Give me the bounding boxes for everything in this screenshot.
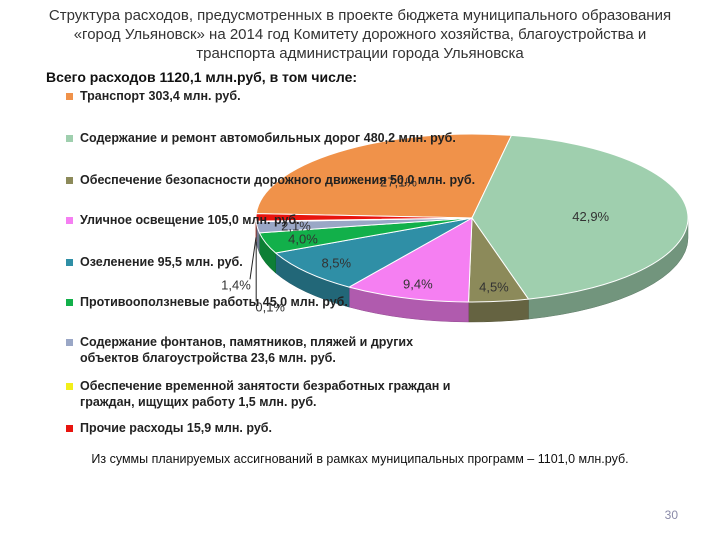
pie-slice-label: 4,5% [479, 279, 509, 294]
label-leader-line [249, 237, 257, 280]
legend-item: Противооползневые работы 45,0 млн. руб. [66, 294, 348, 310]
total-expenses-subtitle: Всего расходов 1120,1 млн.руб, в том чис… [46, 69, 358, 85]
legend-label: Транспорт 303,4 млн. руб. [80, 89, 241, 103]
legend-item: Обеспечение безопасности дорожного движе… [66, 172, 475, 188]
legend-swatch [66, 135, 73, 142]
pie-slice [255, 133, 513, 219]
pie-slice-label: 2,1% [281, 219, 311, 234]
pie-slice-label: 27,1% [380, 175, 417, 190]
legend-label: Уличное освещение 105,0 млн. руб. [80, 213, 300, 227]
pie-slice-side [468, 298, 529, 323]
page-number: 30 [664, 508, 678, 522]
pie-slice [347, 217, 473, 303]
legend-item: Транспорт 303,4 млн. руб. [66, 88, 241, 104]
title-line: транспорта администрации города Ульяновс… [196, 45, 524, 62]
legend-label: Обеспечение временной занятости безработ… [80, 379, 451, 409]
pie-slice-label: 42,9% [572, 209, 609, 224]
legend-label: Содержание и ремонт автомобильных дорог … [80, 131, 456, 145]
legend-item: Озеленение 95,5 млн. руб. [66, 254, 243, 270]
legend-item: Прочие расходы 15,9 млн. руб. [66, 420, 272, 436]
pie-slice [255, 213, 473, 222]
legend-swatch [66, 383, 73, 390]
pie-slice-label: 1,4% [221, 277, 251, 292]
legend-item: Обеспечение временной занятости безработ… [66, 378, 466, 410]
legend-swatch [66, 93, 73, 100]
pie-labels: 27,1% 42,9% 4,5% 9,4% 8,5%4,0%2,1% 0,1% 1,4% [221, 175, 609, 315]
pie-slice [471, 134, 689, 300]
pie-slice-label: 4,0% [288, 232, 318, 247]
legend-item: Содержание и ремонт автомобильных дорог … [66, 130, 456, 146]
legend-label: Озеленение 95,5 млн. руб. [80, 255, 243, 269]
pie-slices [255, 133, 689, 303]
pie-slice-label: 9,4% [403, 277, 433, 292]
legend-label: Противооползневые работы 45,0 млн. руб. [80, 295, 348, 309]
legend-swatch [66, 217, 73, 224]
pie-slice-label: 8,5% [321, 255, 351, 270]
title-line: «город Ульяновск» на 2014 год Комитету д… [73, 26, 647, 43]
legend-label: Обеспечение безопасности дорожного движе… [80, 173, 476, 187]
pie-slice-label: 0,1% [255, 299, 285, 314]
pie-sides [255, 217, 689, 323]
legend-label: Содержание фонтанов, памятников, пляжей … [80, 335, 414, 365]
legend-swatch [66, 339, 73, 346]
legend-swatch [66, 425, 73, 432]
legend-swatch [66, 259, 73, 266]
footnote: Из суммы планируемых ассигнований в рамк… [91, 452, 629, 466]
legend-swatch [66, 177, 73, 184]
title-line: Структура расходов, предусмотренных в пр… [48, 7, 672, 24]
slide-title: Структура расходов, предусмотренных в пр… [40, 6, 680, 63]
legend-label: Прочие расходы 15,9 млн. руб. [80, 421, 272, 435]
legend-item: Уличное освещение 105,0 млн. руб. [66, 212, 300, 228]
pie-slice [274, 217, 473, 288]
legend-swatch [66, 299, 73, 306]
legend-item: Содержание фонтанов, памятников, пляжей … [66, 334, 466, 366]
